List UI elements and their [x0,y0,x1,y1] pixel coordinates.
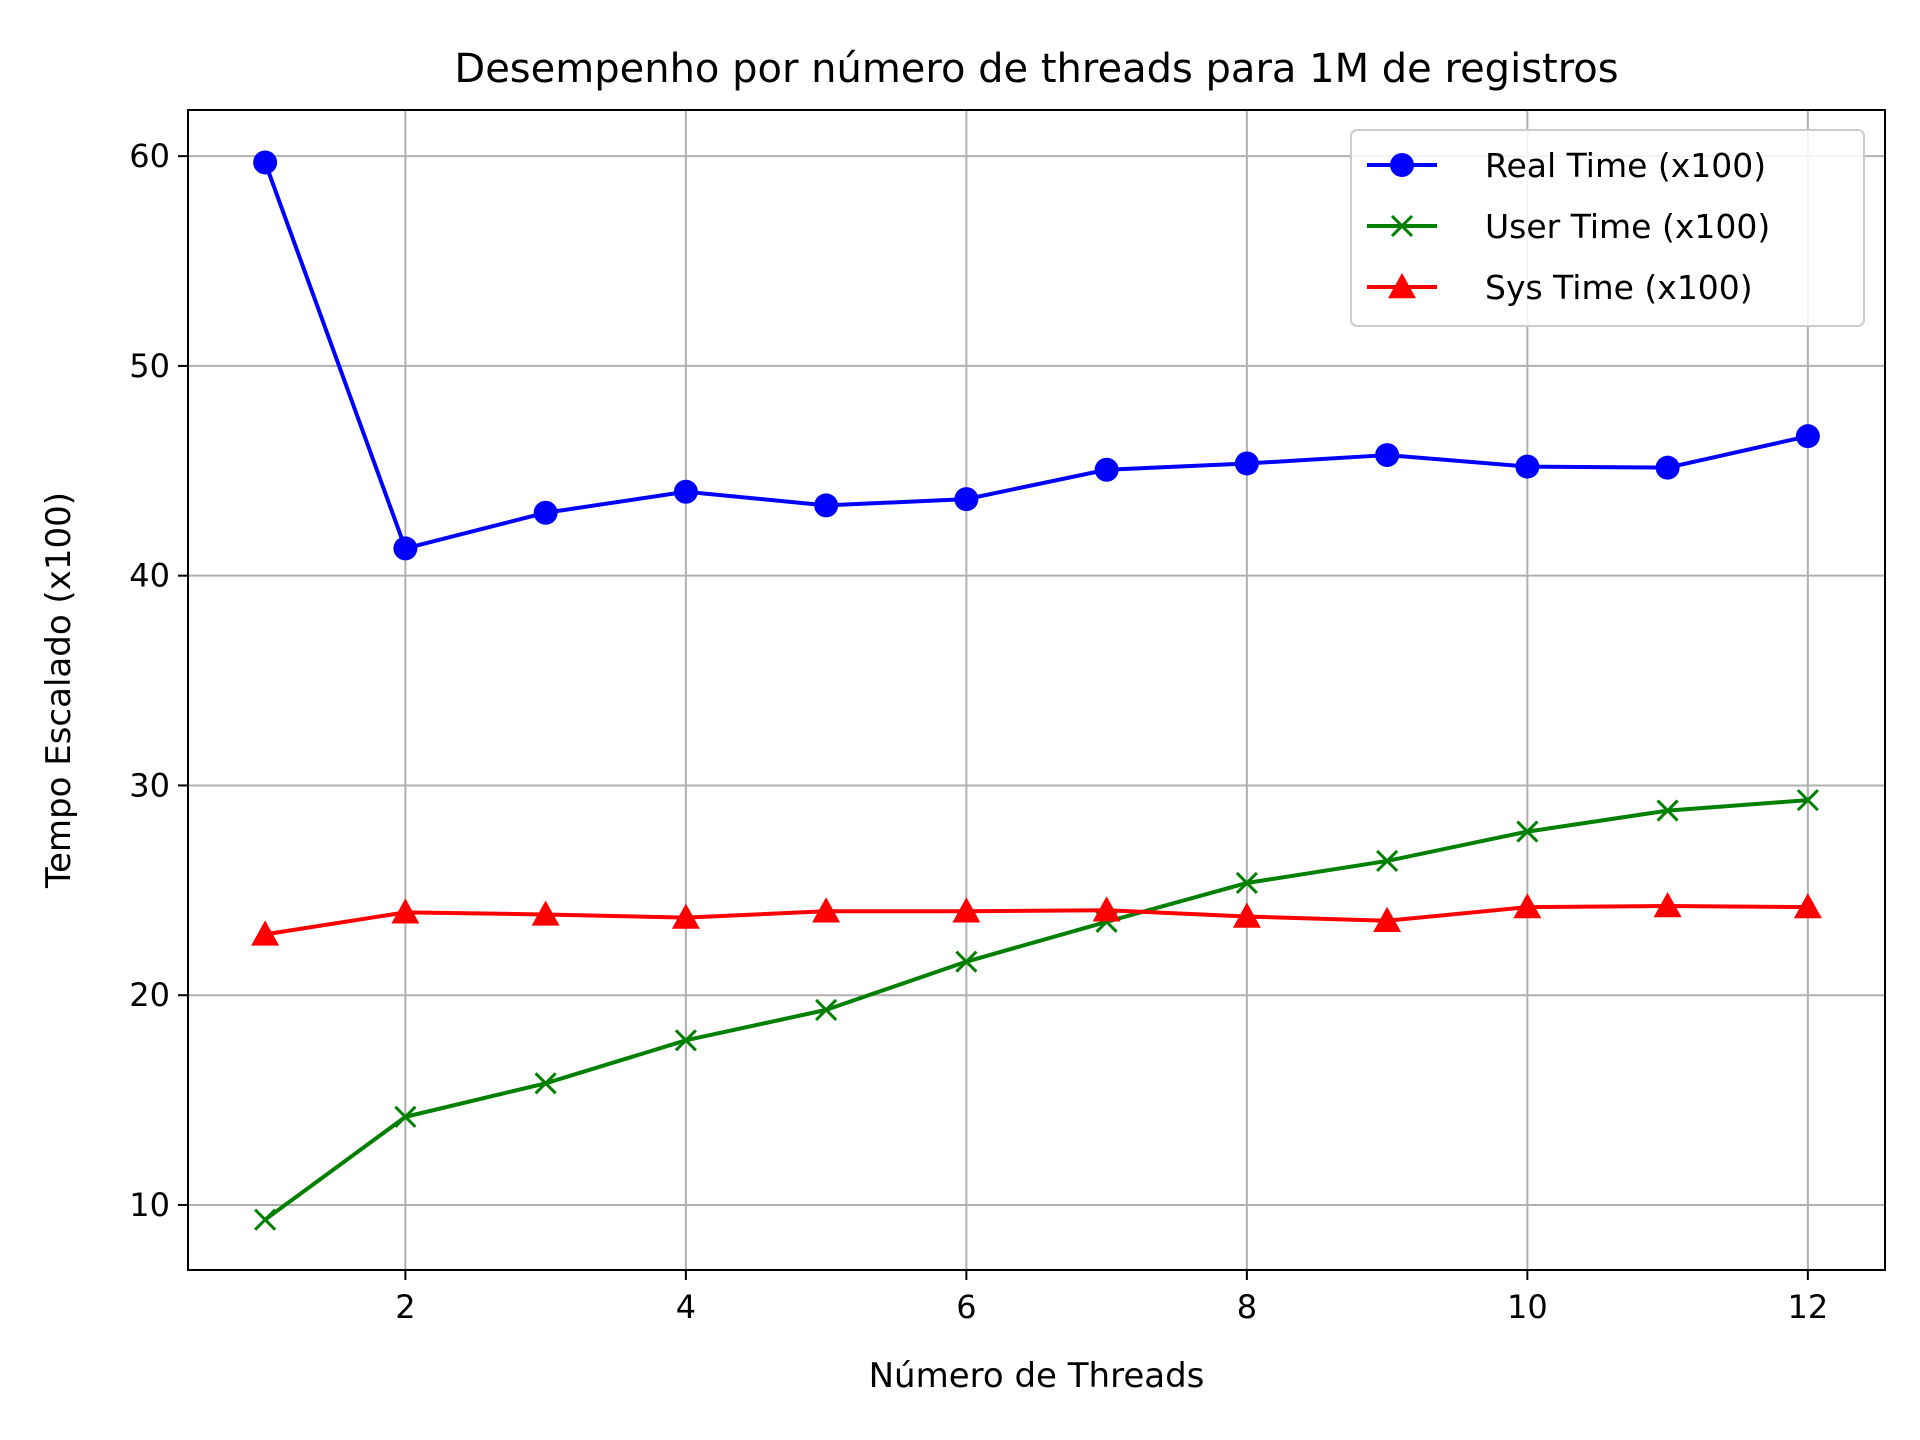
legend-marker [1390,214,1414,238]
x-marker-stroke [1796,789,1819,812]
x-tick-label: 2 [395,1288,415,1326]
y-tick-label: 10 [129,1186,170,1224]
x-tick-label: 8 [1237,1288,1257,1326]
legend-item: Sys Time (x100) [1367,268,1753,307]
axis-ticks: 2 4 6 8 10 12 10 20 30 40 50 60 [129,137,1828,1326]
data-point [1656,799,1679,822]
legend-label: Real Time (x100) [1485,146,1766,185]
y-axis-label: Tempo Escalado (x100) [39,492,79,889]
x-marker-stroke [1516,820,1539,843]
x-marker-stroke [955,950,978,973]
data-point [1092,896,1121,922]
series-layer [251,150,1822,1231]
data-point [1376,849,1399,873]
legend-marker [1390,153,1414,177]
x-marker-stroke [674,1029,697,1052]
x-marker-stroke [394,1105,417,1128]
x-axis-label: Número de Threads [869,1356,1205,1396]
x-tick-label: 6 [956,1288,976,1326]
data-point [954,487,979,512]
legend-label: Sys Time (x100) [1485,268,1753,307]
data-point [253,150,278,175]
data-point [952,897,981,923]
y-tick-label: 20 [129,976,170,1014]
plot-frame [187,109,1886,1271]
y-tick-label: 30 [129,766,170,804]
data-point [955,950,978,973]
data-point [1655,455,1680,480]
data-point [1796,789,1819,812]
data-point [251,920,280,946]
legend-item: User Time (x100) [1367,207,1770,246]
data-point [254,1208,277,1231]
y-tick-label: 40 [129,557,170,595]
data-point [814,493,839,518]
legend-marker [1388,273,1416,299]
data-point [674,1029,697,1052]
data-point [673,479,698,504]
data-point [1235,871,1258,895]
data-point [812,897,841,923]
series-3 [251,892,1822,946]
data-point [1793,893,1822,919]
y-tick-label: 50 [129,347,170,385]
legend-label: User Time (x100) [1485,207,1770,246]
x-marker-stroke [1376,849,1399,873]
data-point [815,998,838,1021]
series-1 [253,150,1820,561]
x-marker-stroke [1235,871,1258,895]
data-point [1513,893,1542,919]
series-line [263,161,1809,551]
legend-item: Real Time (x100) [1367,146,1766,185]
data-point [1375,443,1400,468]
data-point [1232,902,1261,928]
chart-title: Desempenho por número de threads para 1M… [454,46,1618,92]
data-point [533,500,558,525]
legend-box [1350,129,1865,327]
y-tick-label: 60 [129,137,170,175]
x-marker-stroke [1656,799,1679,822]
series-line [264,904,1808,937]
data-point [394,1105,417,1128]
data-point [531,900,560,926]
data-point [1373,906,1402,932]
data-point [1795,424,1820,449]
data-point [391,898,420,924]
series-line [263,798,1809,1222]
x-marker-stroke [1390,214,1414,238]
x-marker-stroke [254,1208,277,1231]
x-tick-label: 12 [1788,1288,1829,1326]
data-point [1515,454,1540,479]
data-point [393,536,418,561]
data-point [1094,457,1119,482]
data-point [1653,892,1682,918]
legend: Real Time (x100) User Time (x100) Sys Time… [1350,129,1865,327]
data-point [534,1072,557,1095]
x-marker-stroke [534,1072,557,1095]
data-point [671,903,700,929]
series-2 [254,789,1819,1231]
x-tick-label: 10 [1507,1288,1548,1326]
x-tick-label: 4 [676,1288,696,1326]
grid [188,110,1885,1270]
data-point [1516,820,1539,843]
x-marker-stroke [815,998,838,1021]
data-point [1234,451,1259,476]
